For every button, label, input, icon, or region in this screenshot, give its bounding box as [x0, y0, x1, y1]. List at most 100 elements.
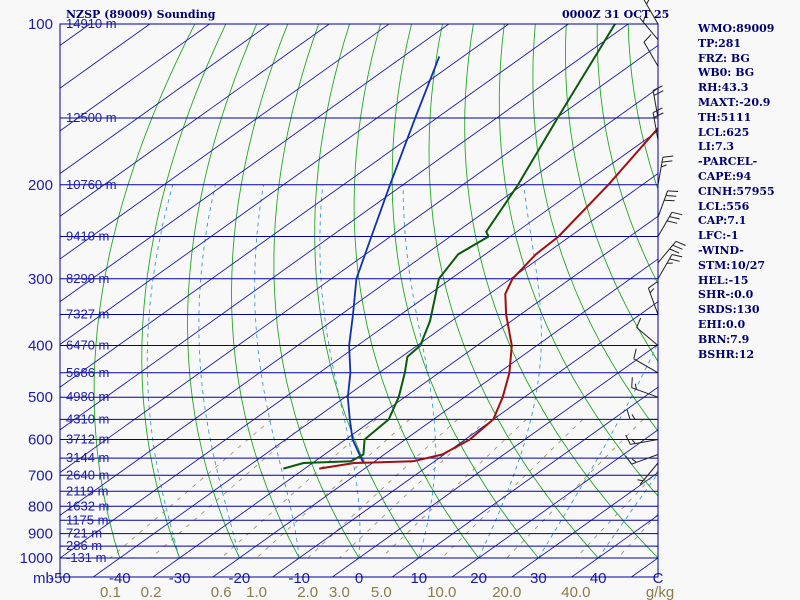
pressure-label: 900 [28, 526, 53, 543]
stat-line: -WIND- [698, 243, 744, 257]
height-label: 6470 m [66, 338, 109, 353]
stat-line: FRZ: BG [698, 51, 750, 65]
dry-adiabat [391, 24, 539, 559]
isotherm-line [391, 557, 420, 577]
temperature-tick-label: 40 [590, 570, 607, 587]
wind-barb [639, 16, 659, 41]
wind-barb-feather [649, 288, 655, 294]
wind-barb-feather [646, 0, 650, 5]
dry-adiabat [627, 24, 658, 191]
isotherm-line [60, 24, 450, 303]
mixing-ratio-line [307, 419, 458, 559]
stat-line: STM:10/27 [698, 258, 765, 272]
wind-barb-feather [625, 434, 631, 445]
temperature-tick-label: -50 [49, 570, 71, 587]
sounding-profiles [283, 24, 658, 470]
wind-barb [637, 462, 659, 485]
height-label: 7327 m [66, 307, 109, 322]
isotherm-line [60, 24, 390, 260]
sounding-indices-list: WMO:89009 TP:281 FRZ: BG WB0: BG RH:43.3 MAXT… [698, 22, 775, 362]
wind-barb-staff [657, 157, 664, 185]
isotherm-line [239, 258, 658, 559]
stat-line: SRDS:130 [698, 303, 760, 317]
moist-adiabat [478, 184, 542, 559]
mixing-ratio-line [441, 419, 584, 559]
wind-barb [633, 348, 659, 374]
pressure-label: 800 [28, 498, 53, 515]
isotherm-line [0, 24, 30, 558]
mixing-ratio-labels: 0.1 0.2 0.6 1.0 2.0 3.0 5.0 10.0 20.0 40.0 g/kg [100, 584, 674, 600]
dry-adiabat [596, 24, 658, 285]
dry-adiabat [141, 24, 227, 559]
wind-barb-feather [653, 112, 664, 118]
stat-line: HEL:-15 [698, 273, 749, 287]
isotherm-line [511, 557, 539, 577]
wind-barb-feather [671, 211, 683, 216]
wind-barb-feather [669, 216, 680, 220]
stat-line: LFC:-1 [698, 229, 739, 243]
isotherm-line [60, 24, 270, 175]
dry-adiabat [314, 24, 420, 559]
wind-barb-feather [631, 414, 636, 420]
dry-adiabat [498, 24, 658, 497]
dry-adiabat [273, 24, 360, 559]
temperature-tick-label: 0 [355, 570, 363, 587]
height-label: 2640 m [66, 467, 109, 482]
mixing-ratio-label: 0.6 [211, 584, 232, 600]
height-label: 1175 m [66, 512, 108, 527]
wind-barb [657, 240, 686, 264]
temperature-trace [319, 126, 658, 470]
pressure-label: 100 [28, 16, 53, 33]
wind-barb-feather [636, 317, 642, 328]
stat-line: CINH:57955 [698, 184, 775, 198]
isotherm-line [60, 24, 509, 345]
wind-barb [625, 434, 659, 445]
isotherm-line [332, 557, 360, 577]
stat-line: TH:5111 [698, 110, 752, 124]
wind-barb-feather [669, 248, 680, 254]
moist-adiabat [597, 472, 658, 559]
wind-barb-feather [667, 190, 679, 192]
wind-barb-feather [637, 479, 644, 482]
mixing-ratio-label: 5.0 [371, 584, 392, 600]
isotherm-line [571, 557, 599, 577]
wind-barb-feather [672, 244, 683, 250]
stat-line: TP:281 [698, 36, 742, 50]
wind-barb-feather [665, 195, 677, 197]
stat-line: EHI:0.0 [698, 317, 746, 331]
temperature-tick-label: 10 [410, 570, 427, 587]
mixing-ratio-label: 20.0 [492, 584, 521, 600]
mixing-ratio-label: 3.0 [329, 584, 350, 600]
height-label: -131 m [66, 550, 106, 565]
temperature-tick-label: 20 [470, 570, 487, 587]
temperature-axis-labels: -50 -40 -30 -20 -10 0 10 20 30 40 C [49, 570, 663, 587]
dry-adiabat [231, 24, 300, 559]
wind-barb-staff [657, 212, 673, 237]
stat-line: CAP:7.1 [698, 214, 747, 228]
mixing-ratio-label: 1.0 [246, 584, 267, 600]
height-label: 12500 m [66, 110, 117, 125]
isotherm-line [60, 24, 629, 431]
wind-barb-staff [633, 358, 659, 374]
mixing-ratio-line [339, 419, 488, 559]
mixing-ratio-label: 2.0 [297, 584, 318, 600]
dry-adiabats [93, 24, 658, 559]
wind-barb-feather [669, 258, 680, 262]
mixing-ratio-label: g/kg [646, 584, 674, 600]
dry-adiabat [532, 24, 658, 432]
height-label: 1632 m [66, 498, 109, 513]
wind-barb-feather [631, 458, 637, 463]
mixing-ratio-line [256, 419, 410, 559]
wind-barb [657, 155, 674, 185]
isotherm-line [92, 557, 121, 577]
wind-barb-feather [643, 34, 652, 43]
dry-adiabat [93, 24, 196, 559]
wind-barb-staff [636, 327, 659, 346]
pressure-axis-labels: 100 200 300 400 500 600 700 800 900 1000 mb [20, 16, 54, 587]
wind-barb-feather [675, 240, 686, 246]
mixing-ratio-line [381, 419, 527, 559]
wind-barb [631, 377, 659, 398]
isotherm-line [152, 557, 180, 577]
